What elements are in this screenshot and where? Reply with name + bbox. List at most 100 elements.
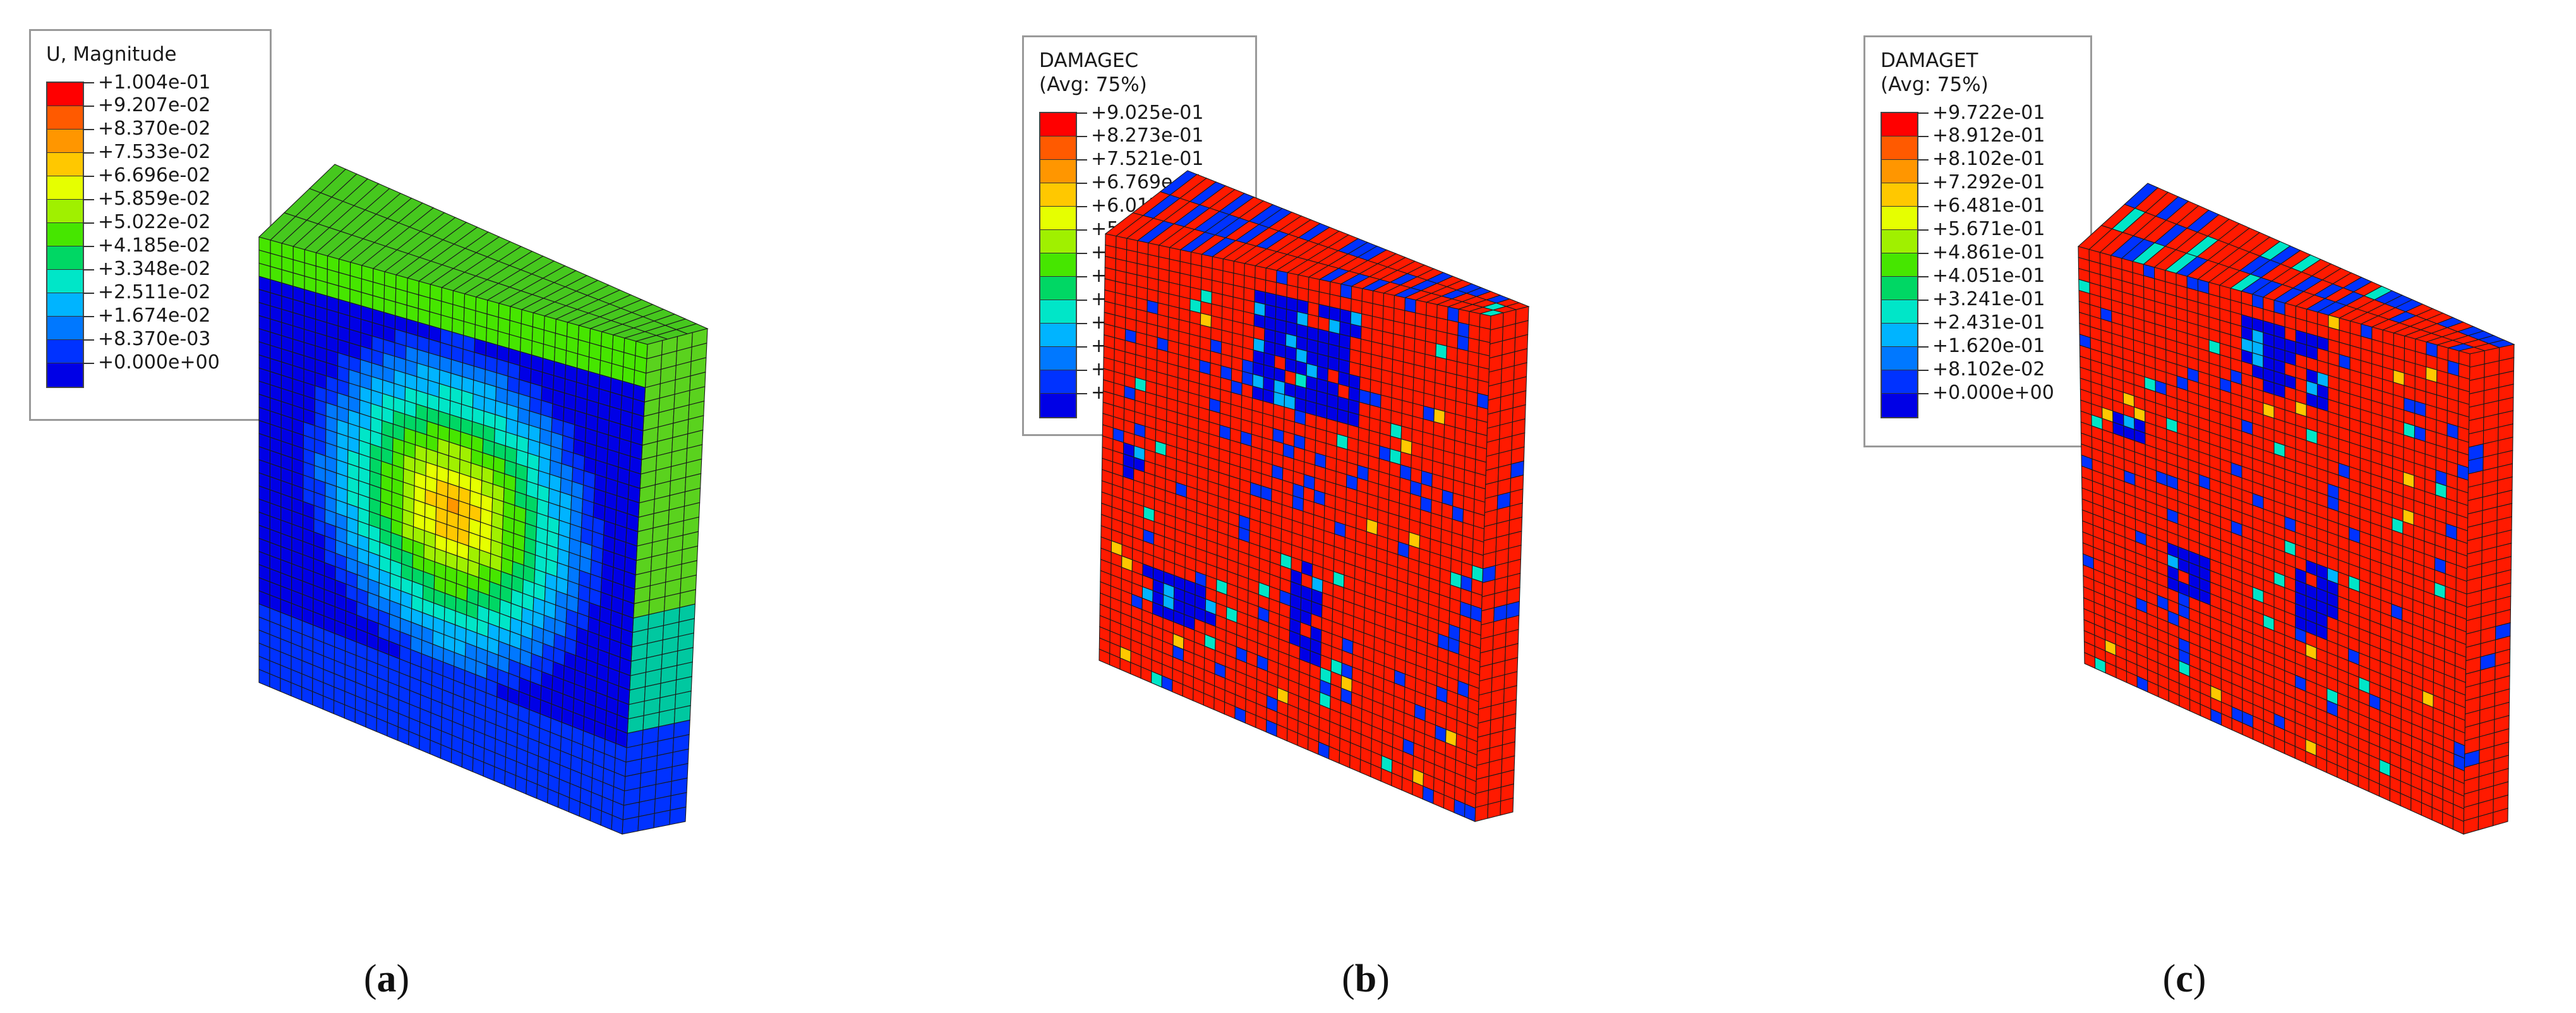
color-swatch	[1882, 347, 1917, 370]
tick-label: +0.000e+00	[98, 351, 220, 374]
mesh-element	[611, 815, 623, 835]
tick-mark	[1076, 205, 1087, 207]
color-swatch	[1040, 277, 1076, 300]
panel-b-damagec: DAMAGEC (Avg: 75%) +9.025e-01 +8.273e-01 +…	[859, 0, 1718, 1013]
legend-title-line-1: DAMAGET	[1881, 49, 1978, 72]
color-swatch	[47, 130, 83, 153]
tick-mark	[1917, 346, 1929, 348]
tick-mark	[1917, 182, 1929, 184]
mesh-element	[669, 806, 687, 825]
tick-mark	[1076, 112, 1087, 114]
tick-mark	[83, 105, 94, 107]
mesh-model-damagec	[1098, 170, 1530, 822]
mesh-element	[1479, 313, 1491, 330]
legend-displacement: U, Magnitude +1.004e-01 +9.207e-02 +8.370e…	[29, 29, 272, 421]
legend-scale-area: +1.004e-01 +9.207e-02 +8.370e-02 +7.533e-02…	[46, 70, 256, 388]
tick-label: +4.051e-01	[1932, 265, 2045, 288]
legend-title-line-1: DAMAGEC	[1039, 49, 1139, 72]
tick-mark	[1917, 252, 1929, 254]
tick-label: +9.025e-01	[1091, 101, 1204, 124]
front-face	[258, 236, 648, 835]
side-face	[1474, 306, 1529, 822]
side-face	[2463, 344, 2515, 835]
color-swatch	[1040, 347, 1076, 370]
color-scale-bar	[1039, 112, 1077, 418]
color-swatch	[1882, 300, 1917, 324]
tick-mark	[1917, 392, 1929, 394]
legend-scale-area: +9.722e-01 +8.912e-01 +8.102e-01 +7.292e-01…	[1881, 100, 2076, 418]
color-scale-bar	[1881, 112, 1918, 418]
tick-label: +5.859e-02	[98, 188, 211, 210]
tick-label: +6.481e-01	[1932, 195, 2045, 217]
tick-mark	[83, 362, 94, 364]
top-face	[2077, 183, 2515, 355]
tick-mark	[1076, 182, 1087, 184]
tick-label: +8.273e-01	[1091, 124, 1204, 147]
tick-mark	[83, 245, 94, 247]
color-swatch	[1882, 160, 1917, 183]
tick-label: +8.102e-01	[1932, 148, 2045, 171]
mesh-model-damaget	[2077, 183, 2515, 835]
color-swatch	[1882, 183, 1917, 207]
color-swatch	[47, 200, 83, 223]
tick-mark	[83, 175, 94, 177]
tick-mark	[1917, 135, 1929, 137]
color-swatch	[1040, 394, 1076, 417]
tick-label: +9.207e-02	[98, 94, 211, 117]
color-swatch	[47, 106, 83, 130]
color-swatch	[1882, 207, 1917, 230]
tick-label: +3.241e-01	[1932, 288, 2045, 311]
color-swatch	[1882, 253, 1917, 277]
tick-mark	[83, 198, 94, 200]
caption-letter-c: c	[2176, 957, 2193, 1000]
color-swatch	[1882, 324, 1917, 347]
legend-title-line-1: U, Magnitude	[46, 43, 177, 66]
caption-letter-a: a	[376, 957, 397, 1000]
mesh-element	[1500, 798, 1514, 816]
top-face	[258, 164, 709, 345]
tick-label: +1.674e-02	[98, 305, 211, 327]
mesh-element	[1474, 804, 1489, 822]
tick-label: +7.533e-02	[98, 141, 211, 164]
mesh-model-displacement	[258, 164, 709, 835]
mesh-element	[622, 816, 639, 835]
tick-label: +6.696e-02	[98, 164, 211, 187]
color-swatch	[47, 153, 83, 176]
tick-mark	[83, 128, 94, 130]
front-face	[1098, 233, 1491, 822]
tick-mark	[1076, 159, 1087, 161]
tick-mark	[1076, 229, 1087, 231]
color-swatch	[1040, 324, 1076, 347]
legend-title-line-2: (Avg: 75%)	[1881, 73, 1989, 96]
tick-label: +7.521e-01	[1091, 148, 1204, 171]
color-swatch	[47, 340, 83, 363]
tick-mark	[1076, 392, 1087, 394]
caption-a: (a)	[363, 957, 410, 1000]
tick-mark	[1917, 322, 1929, 324]
tick-label: +5.671e-01	[1932, 218, 2045, 241]
panel-a-displacement: U, Magnitude +1.004e-01 +9.207e-02 +8.370e…	[0, 0, 859, 1013]
caption-c: (c)	[2162, 957, 2206, 1000]
caption-letter-b: b	[1354, 957, 1377, 1000]
top-face	[1104, 170, 1530, 317]
legend-title-line-2: (Avg: 75%)	[1039, 73, 1147, 96]
color-swatch	[47, 246, 83, 270]
legend-title: DAMAGEC (Avg: 75%)	[1039, 49, 1241, 97]
tick-mark	[1076, 346, 1087, 348]
tick-label: +8.102e-02	[1932, 358, 2045, 381]
tick-mark	[1076, 252, 1087, 254]
color-swatch	[1040, 230, 1076, 253]
color-scale-bar	[46, 82, 84, 388]
color-swatch	[1882, 230, 1917, 253]
color-swatch	[1040, 300, 1076, 324]
color-swatch	[1040, 136, 1076, 160]
panel-c-damaget: DAMAGET (Avg: 75%) +9.722e-01 +8.912e-01 +…	[1718, 0, 2576, 1013]
mesh-element	[2452, 816, 2464, 835]
tick-label: +8.370e-02	[98, 118, 211, 140]
tick-label: +3.348e-02	[98, 258, 211, 281]
tick-mark	[1917, 205, 1929, 207]
color-swatch	[1040, 113, 1076, 136]
color-swatch	[1882, 394, 1917, 417]
mesh-element	[2493, 808, 2508, 827]
tick-mark	[83, 315, 94, 317]
